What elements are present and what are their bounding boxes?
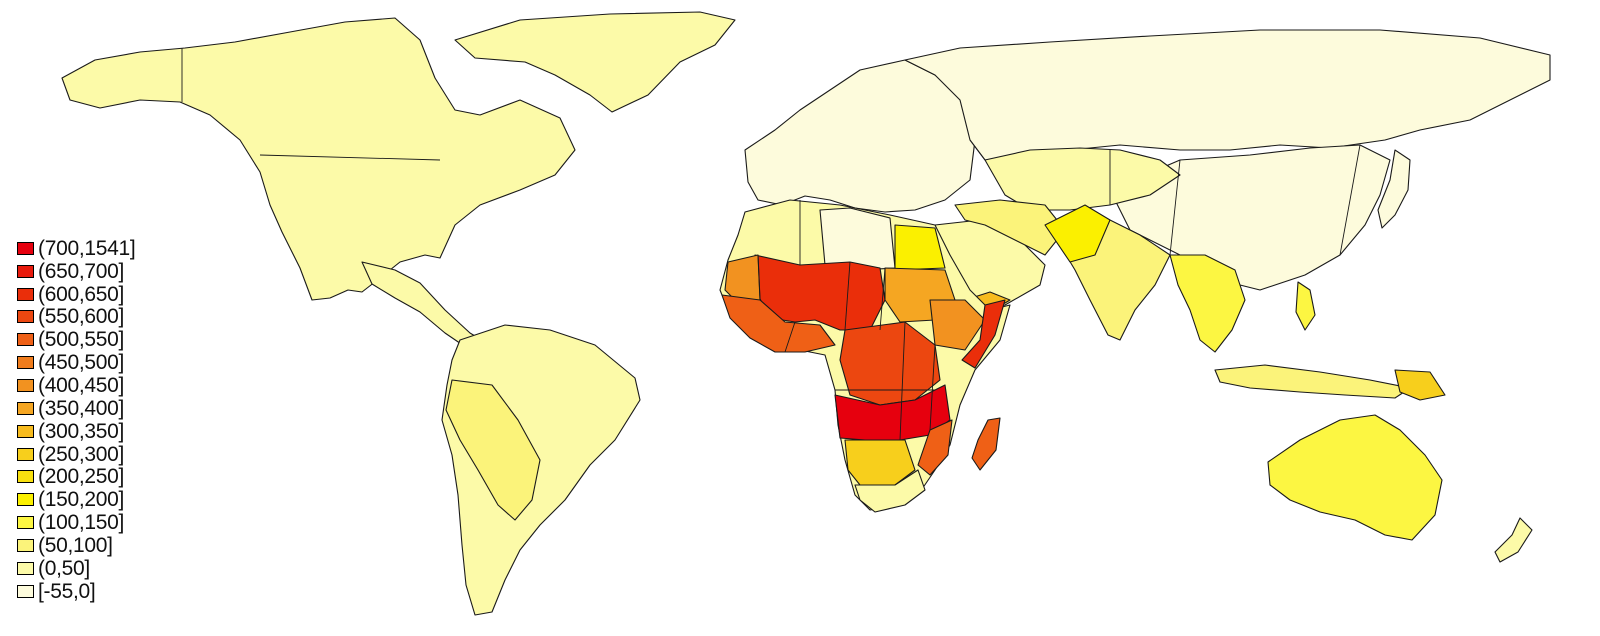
southeast-asia (1169, 254, 1246, 353)
legend-swatch (17, 401, 34, 415)
australia (1267, 414, 1443, 541)
legend-label: [-55,0] (38, 579, 96, 603)
somalia (961, 299, 1006, 369)
legend-label: (500,550] (38, 328, 125, 352)
legend-swatch (17, 493, 34, 507)
pakistan-afghanistan (1044, 204, 1111, 263)
legend-item: (200,250] (17, 465, 135, 488)
legend-swatch (17, 538, 34, 552)
legend-item: (550,600] (17, 306, 135, 329)
legend-item: (700,1541] (17, 236, 136, 260)
philippines (1295, 281, 1316, 331)
legend-item: (100,150] (17, 511, 135, 534)
legend-label: (50,100] (38, 533, 113, 557)
ethiopia (929, 299, 986, 351)
west-africa (721, 294, 836, 353)
legend-swatch (17, 424, 34, 438)
russia (904, 29, 1551, 161)
indonesia (1214, 364, 1411, 399)
north-america (61, 17, 576, 301)
legend-swatch (17, 516, 34, 530)
legend-label: (100,150] (38, 511, 125, 535)
legend-swatch (17, 561, 34, 575)
legend-swatch (17, 287, 34, 301)
legend-item: (650,700] (17, 260, 135, 283)
legend-label: (600,650] (38, 282, 125, 306)
egypt (894, 224, 946, 271)
papua-new-guinea (1394, 369, 1446, 401)
legend-label: (650,700] (38, 259, 125, 283)
legend-label: (300,350] (38, 419, 125, 443)
country-borders (181, 48, 1361, 441)
legend-swatch (17, 333, 34, 347)
legend-label: (0,50] (38, 556, 90, 580)
madagascar (971, 417, 1001, 471)
andean-region (445, 379, 541, 521)
legend-item: (50,100] (17, 534, 135, 557)
legend-item: (150,200] (17, 488, 135, 511)
legend-swatch (17, 447, 34, 461)
china-east-asia (1109, 144, 1391, 291)
greenland (454, 11, 736, 113)
iran-iraq (954, 199, 1066, 256)
new-zealand (1494, 517, 1533, 563)
legend-item: (250,300] (17, 443, 135, 466)
legend-swatch (17, 584, 34, 598)
legend-item: (350,400] (17, 397, 135, 420)
legend-item: (0,50] (17, 557, 135, 580)
legend-label: (200,250] (38, 465, 125, 489)
legend-swatch (17, 356, 34, 370)
japan (1377, 149, 1411, 229)
south-africa (854, 469, 926, 513)
legend-swatch (17, 241, 34, 255)
mozambique (917, 419, 953, 476)
north-africa (819, 207, 896, 271)
legend-label: (400,450] (38, 373, 125, 397)
europe (744, 59, 976, 213)
legend-item: (450,500] (17, 351, 135, 374)
legend-swatch (17, 310, 34, 324)
legend-swatch (17, 378, 34, 392)
legend-label: (150,200] (38, 488, 125, 512)
legend-swatch (17, 470, 34, 484)
legend-label: (350,400] (38, 396, 125, 420)
legend-label: (550,600] (38, 305, 125, 329)
legend-item: (500,550] (17, 328, 135, 351)
legend-item: [-55,0] (17, 580, 135, 603)
legend-item: (300,350] (17, 420, 135, 443)
legend-item: (600,650] (17, 283, 135, 306)
legend-item: (400,450] (17, 374, 135, 397)
legend-label: (450,500] (38, 351, 125, 375)
south-america (441, 324, 641, 616)
legend-swatch (17, 264, 34, 278)
legend-label: (700,1541] (38, 236, 136, 260)
map-legend: (700,1541] (650,700] (600,650] (550,600] (50… (17, 236, 136, 603)
legend-label: (250,300] (38, 442, 125, 466)
